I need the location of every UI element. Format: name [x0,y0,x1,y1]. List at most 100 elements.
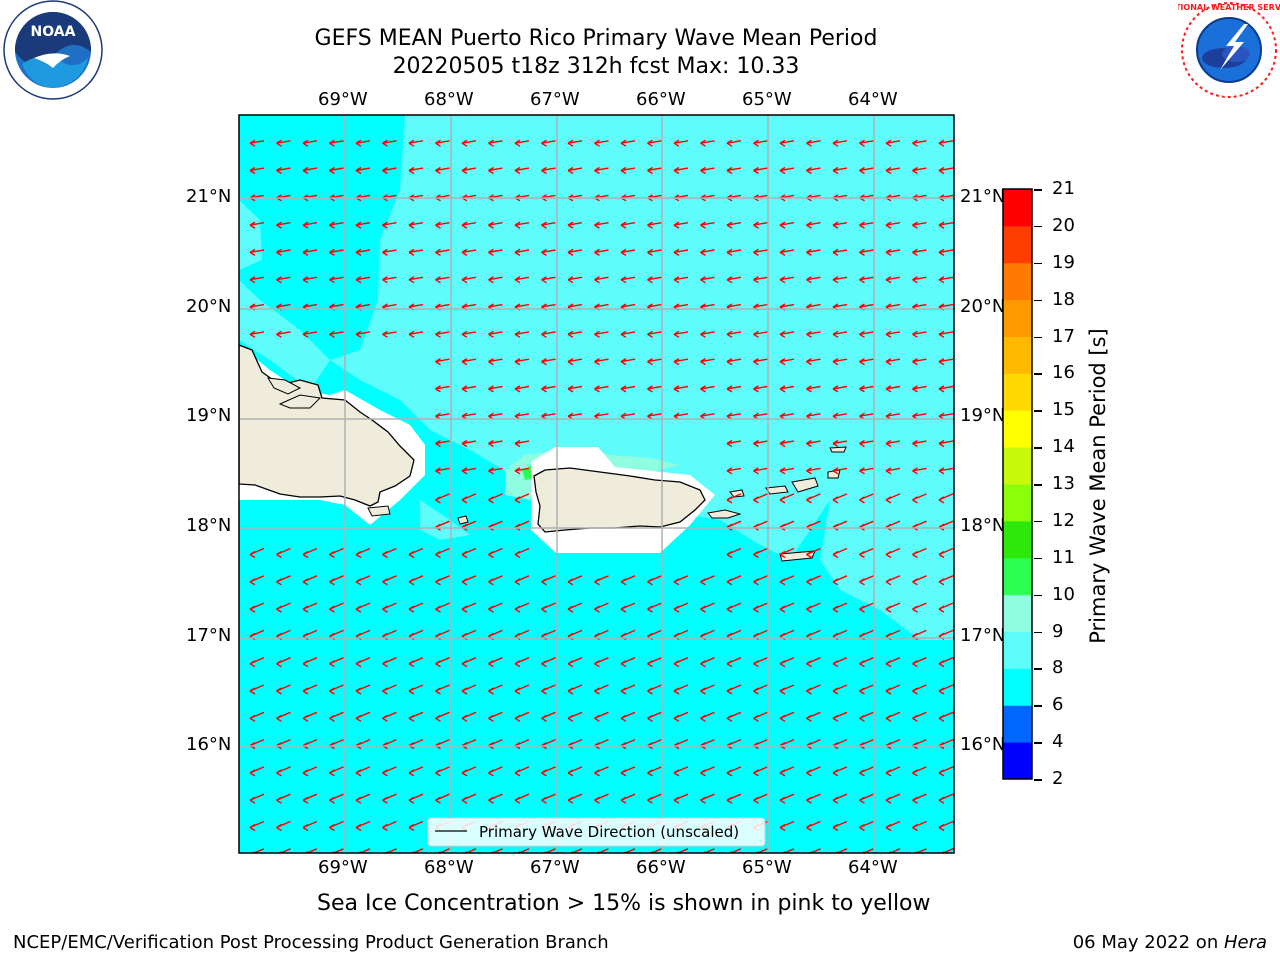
wave-arrow [514,657,530,668]
wave-arrow [779,276,795,284]
wave-arrow [885,766,901,777]
wave-arrow [832,575,848,586]
wave-arrow [408,221,424,229]
wave-arrow [302,793,318,804]
legend-label: Primary Wave Direction (unscaled) [479,823,739,841]
wave-arrow [355,793,371,804]
noaa-logo-text: NOAA [31,24,76,40]
lon-label-top-68w: 68°W [424,89,474,110]
wave-arrow [461,357,477,366]
wave-arrow [435,221,450,229]
wave-arrow [779,493,795,504]
wave-arrow [276,575,291,586]
wave-arrow [753,711,768,722]
wave-arrow [806,547,821,559]
colorbar-tick-mark [1034,520,1042,523]
wave-arrow [938,467,954,475]
wave-arrow [408,547,424,559]
wave-arrow [620,248,636,257]
wave-arrow [567,330,583,338]
wave-arrow [673,221,689,229]
wave-arrow [329,330,344,338]
wave-arrow [276,793,291,804]
lon-label-bottom-65w: 65°W [742,857,792,878]
wave-arrow [620,276,636,284]
wave-arrow [753,493,768,504]
nws-logo: NATIONAL WEATHER SERVICE [1178,2,1280,98]
lon-label-bottom-68w: 68°W [424,857,474,878]
wave-arrow [647,793,662,804]
wave-arrow [620,575,636,586]
wave-arrow [620,793,636,804]
wave-arrow [832,793,848,804]
wave-arrow [594,166,609,175]
wave-arrow [753,547,768,559]
wave-arrow [408,602,424,613]
ocean-zone-8-9-mona [420,500,470,540]
wave-arrow [832,493,848,504]
wave-arrow [885,221,901,229]
wave-arrow [779,166,795,175]
wave-arrow [726,684,742,695]
wave-arrow [276,547,291,559]
wave-arrow [567,357,583,366]
wave-arrow [938,357,954,366]
st-croix-island [779,550,816,562]
wave-arrow [832,221,848,229]
colorbar-tick-label: 15 [1052,399,1075,421]
wave-arrow [700,711,715,722]
wave-arrow [885,820,901,832]
wave-arrow [885,467,901,475]
wave-arrow [806,439,821,448]
wave-arrow [832,820,848,832]
wave-arrow [276,657,291,668]
culebra-island [729,489,745,498]
wave-arrow [382,248,397,257]
sea-ice-note: Sea Ice Concentration > 15% is shown in … [317,891,931,916]
wave-arrow [329,221,344,229]
wave-arrow [620,139,636,147]
wave-arrow [673,276,689,284]
footer-date: 06 May 2022 on Hera [1073,932,1267,953]
wave-arrow [249,602,265,613]
lon-label-bottom-66w: 66°W [636,857,686,878]
wave-arrow [541,248,556,257]
wave-arrow [567,793,583,804]
wave-arrow [912,357,927,366]
wave-arrow [938,493,954,504]
wave-arrow [488,248,503,257]
wave-arrow [461,657,477,668]
wave-arrow [514,602,530,613]
wave-arrow [329,820,344,832]
wave-arrow [355,139,371,147]
wave-arrow [435,766,450,777]
colorbar-segment [1003,299,1032,337]
wave-arrow [938,330,954,338]
wave-arrow [435,385,450,393]
wave-arrow [355,330,371,338]
wave-arrow [435,684,450,695]
wave-arrow [885,547,901,559]
wave-arrow [885,684,901,695]
wave-arrow [779,575,795,586]
wave-arrow [779,766,795,777]
wave-arrow [938,166,954,175]
wave-arrow [726,711,742,722]
wave-arrow [726,467,742,475]
wave-arrow [938,276,954,284]
wave-arrow [885,793,901,804]
wave-arrow [355,166,371,175]
wave-arrow [302,248,318,257]
wave-arrow [461,467,477,475]
wave-arrow [567,276,583,284]
colorbar-tick-label: 21 [1052,178,1075,199]
lon-label-bottom-69w: 69°W [318,857,368,878]
wave-arrow [753,602,768,613]
wave-arrow [885,248,901,257]
wave-arrow [779,357,795,366]
wave-arrow [382,139,397,147]
wave-arrow [673,793,689,804]
colorbar-segment [1003,594,1032,632]
lon-label-top-64w: 64°W [848,89,898,110]
wave-arrow [249,684,265,695]
